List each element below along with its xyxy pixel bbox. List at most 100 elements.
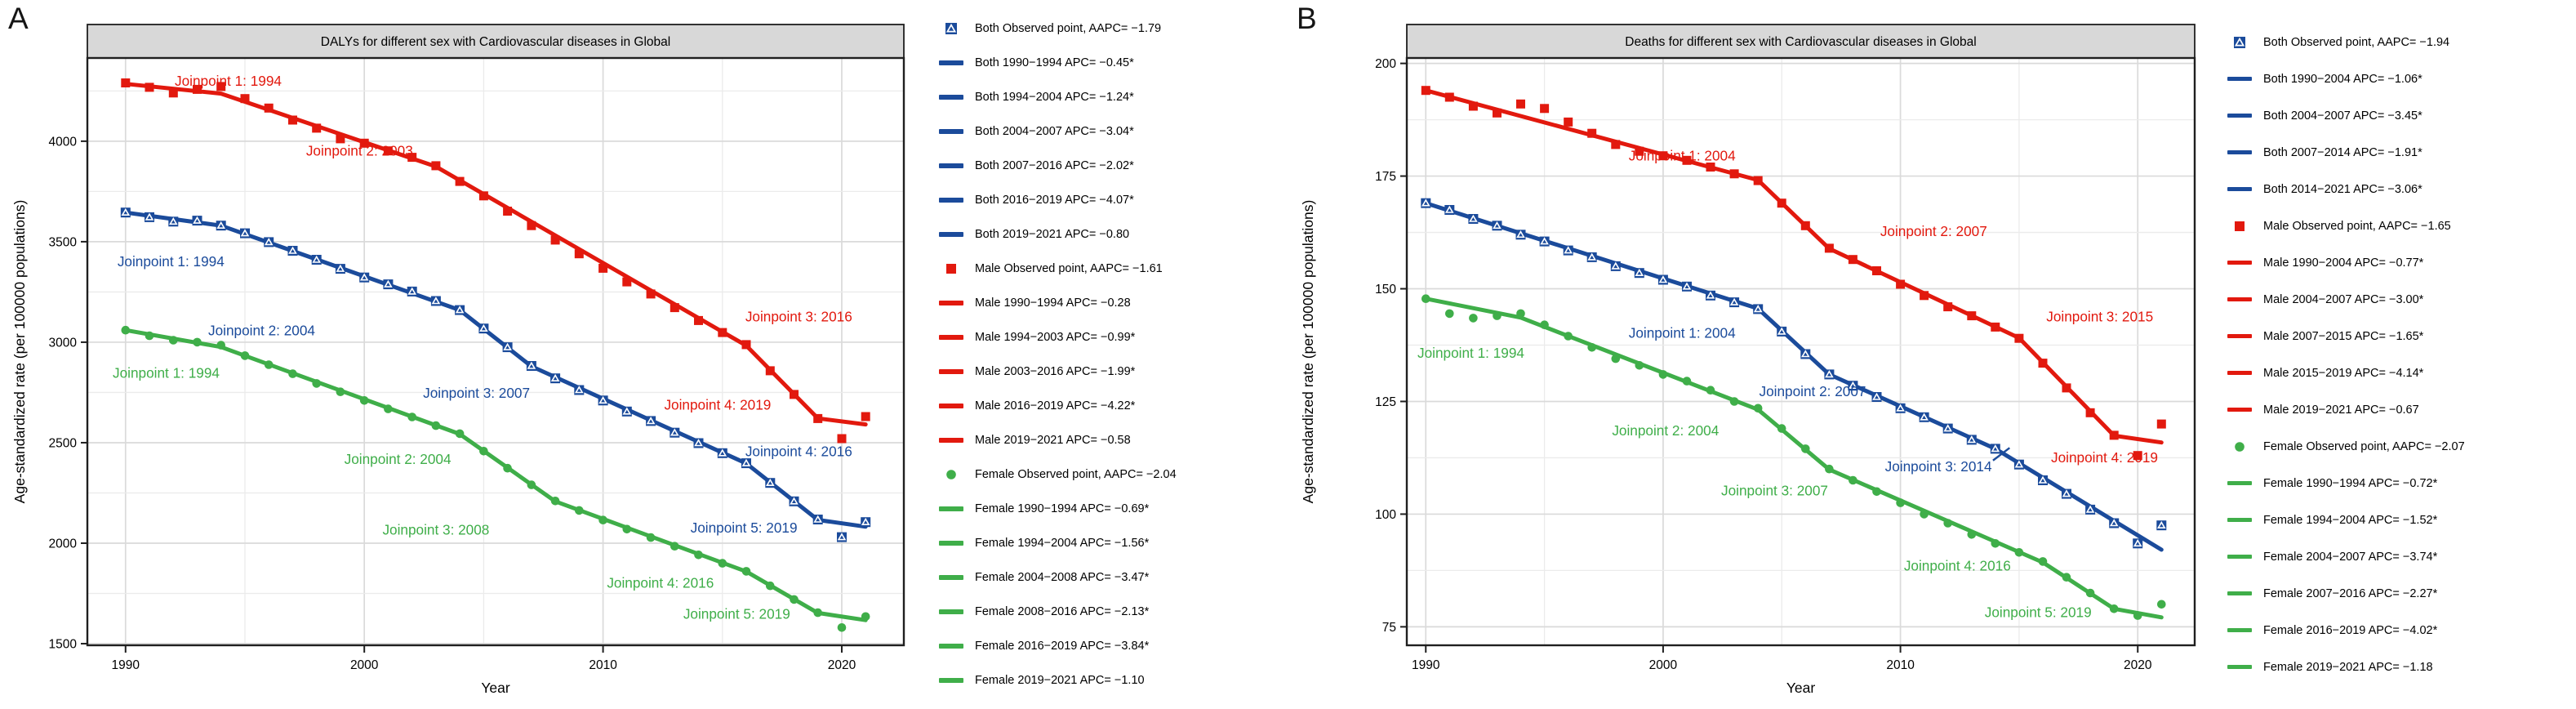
observed-point-male <box>790 390 799 399</box>
observed-point-male <box>168 88 178 98</box>
observed-point-male <box>2014 333 2024 343</box>
observed-point-both <box>1848 381 1858 391</box>
fitted-line-female <box>123 328 868 622</box>
joinpoint-annotation: Joinpoint 4: 2019 <box>664 397 771 413</box>
legend-line-swatch <box>2226 328 2253 345</box>
legend-line-swatch <box>937 295 965 311</box>
apc-line-icon <box>939 163 963 168</box>
observed-point-female <box>1991 539 2000 548</box>
legend-item: Male 2003−2016 APC= −1.99* <box>937 363 1284 381</box>
joinpoint-annotation: Joinpoint 1: 2004 <box>1629 148 1736 164</box>
joinpoint-annotation: Joinpoint 1: 2004 <box>1629 325 1736 341</box>
apc-line-icon <box>939 60 963 65</box>
gridlines <box>87 58 904 645</box>
joinpoint-annotation: Joinpoint 3: 2014 <box>1885 458 1992 475</box>
y-tick-label: 1500 <box>49 638 78 652</box>
observed-point-male <box>145 82 154 92</box>
annotation-pointer <box>1992 447 2011 462</box>
apc-line-icon <box>939 438 963 443</box>
observed-point-female <box>861 612 870 622</box>
legend-item-label: Female 2016−2019 APC= −3.84* <box>975 640 1150 653</box>
joinpoint-annotation: Joinpoint 5: 2019 <box>683 606 790 622</box>
legend-item: Both 1994−2004 APC= −1.24* <box>937 88 1284 107</box>
x-tick-label: 2000 <box>1649 658 1678 672</box>
legend-line-swatch <box>2226 586 2253 602</box>
apc-line-icon <box>2227 333 2252 339</box>
observed-point-both <box>1468 214 1479 224</box>
observed-point-female <box>1967 530 1977 539</box>
observed-point-male <box>1587 128 1597 138</box>
observed-point-both <box>2109 518 2120 528</box>
y-axis-title: Age-standardized rate (per 100000 popula… <box>1300 200 1316 504</box>
legend-item: Female 1994−2004 APC= −1.52* <box>2226 511 2573 529</box>
observed-point-both <box>670 427 680 438</box>
joinpoint-annotation: Joinpoint 4: 2016 <box>745 443 852 459</box>
observed-point-both <box>1800 349 1811 359</box>
observed-point-female <box>1825 464 1834 474</box>
observed-point-both <box>789 496 799 506</box>
observed-point-both <box>861 517 871 528</box>
observed-point-both <box>1919 412 1929 422</box>
observed-point-female <box>1753 404 1763 413</box>
observed-point-male <box>574 249 584 259</box>
legend-marker-icon <box>937 20 965 37</box>
observed-point-male <box>1611 140 1621 149</box>
observed-point-male <box>694 315 703 325</box>
observed-point-female <box>1493 311 1502 320</box>
observed-point-male <box>861 412 870 421</box>
legend-marker-icon <box>2226 34 2253 51</box>
observed-point-male <box>1682 155 1692 165</box>
observed-point-female <box>193 337 202 347</box>
observed-point-female <box>718 559 727 568</box>
observed-point-female <box>1849 475 1857 485</box>
apc-line-icon <box>939 541 963 546</box>
joinpoint-annotation: Joinpoint 1: 1994 <box>118 253 225 270</box>
observed-point-female <box>1469 314 1478 323</box>
observed-point-male <box>240 94 250 104</box>
x-axis-title: Year <box>481 680 510 696</box>
observed-point-male <box>2085 408 2095 417</box>
observed-point-both <box>430 296 441 306</box>
observed-point-male <box>1516 99 1525 109</box>
observed-point-male <box>1729 169 1739 179</box>
apc-line-icon <box>2227 554 2252 560</box>
observed-point-male <box>1444 92 1454 102</box>
apc-line-icon <box>939 609 963 614</box>
observed-point-both <box>1492 221 1502 231</box>
apc-line-icon <box>2227 517 2252 523</box>
observed-point-male <box>1706 163 1715 172</box>
observed-point-female <box>813 608 822 618</box>
joinpoint-annotations: Joinpoint 1: 1994 Joinpoint 2: 2003 Joinpo… <box>113 73 852 622</box>
observed-point-both <box>2038 475 2048 485</box>
legend-item-label: Female Observed point, AAPC= −2.04 <box>975 468 1177 481</box>
observed-point-female <box>1706 386 1715 395</box>
observed-point-both <box>1706 290 1715 301</box>
observed-point-female <box>169 336 178 345</box>
panel-title: Deaths for different sex with Cardiovasc… <box>1625 35 1976 49</box>
legend-item-label: Both 2004−2007 APC= −3.04* <box>975 125 1134 138</box>
observed-point-male <box>765 366 775 376</box>
legend-marker-icon <box>937 261 965 277</box>
joinpoint-annotation: Joinpoint 4: 2016 <box>607 575 714 591</box>
y-axis: 1500 2000 2500 3000 3500 4000 Age-standardized… <box>11 135 87 652</box>
fitted-line-male <box>123 82 868 427</box>
apc-line-icon <box>2227 76 2252 82</box>
legend-item: Both 2019−2021 APC= −0.80 <box>937 225 1284 244</box>
observed-point-both <box>1610 261 1621 271</box>
legend-item: Male Observed point, AAPC= −1.65 <box>2226 216 2573 235</box>
apc-line-icon <box>2227 370 2252 376</box>
observed-point-female <box>264 360 274 369</box>
joinpoint-annotation: Joinpoint 2: 2004 <box>1612 422 1719 439</box>
legend-item: Male 2019−2021 APC= −0.58 <box>937 431 1284 450</box>
panel-deaths: B Joinpoint 1: 2004 Joinpoint 2: 2007 Join… <box>1288 0 2576 709</box>
gridlines <box>1407 58 2195 645</box>
legend-line-swatch <box>937 89 965 105</box>
legend-item-label: Female Observed point, AAPC= −2.07 <box>2263 439 2465 453</box>
observed-point-both <box>359 272 370 283</box>
apc-line-icon <box>939 129 963 134</box>
legend-item: Both Observed point, AAPC= −1.79 <box>937 20 1284 38</box>
observed-points-both <box>120 207 871 542</box>
observed-point-male <box>1564 117 1573 127</box>
legend-item-label: Both 2016−2019 APC= −4.07* <box>975 194 1134 207</box>
legend-line-swatch <box>2226 181 2253 198</box>
